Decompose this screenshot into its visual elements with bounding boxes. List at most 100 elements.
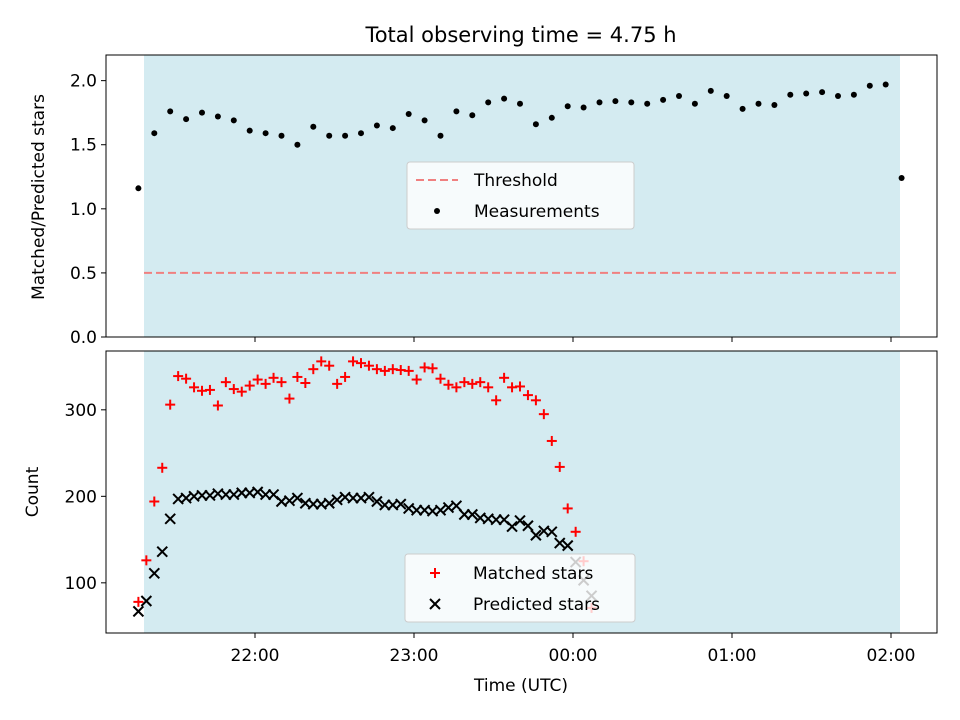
top-y-ticks: 0.0 0.5 1.0 1.5 2.0 xyxy=(70,72,106,348)
predicted-star-point xyxy=(331,494,343,506)
predicted-star-point xyxy=(132,605,145,618)
predicted-star-point xyxy=(164,513,176,525)
matched-star-point xyxy=(260,378,271,389)
predicted-star-point xyxy=(561,539,574,552)
matched-star-point xyxy=(538,409,549,420)
measurement-point xyxy=(342,132,349,139)
top-y-axis-label: Matched/Predicted stars xyxy=(29,94,49,300)
top-y-tick-label: 1.0 xyxy=(70,200,97,220)
measurement-point xyxy=(596,99,603,106)
predicted-star-point xyxy=(434,504,447,516)
predicted-star-point xyxy=(530,529,542,541)
top-axes-frame xyxy=(105,54,938,338)
matched-star-point xyxy=(435,373,446,384)
measurement-point xyxy=(453,108,460,115)
matched-star-point xyxy=(236,386,247,397)
measurement-point xyxy=(564,103,571,110)
bottom-y-tick-label: 100 xyxy=(65,574,97,594)
matched-star-point xyxy=(141,555,152,566)
matched-star-point xyxy=(252,374,263,385)
top-y-tick-label: 2.0 xyxy=(70,72,97,92)
matched-star-point xyxy=(427,363,438,374)
bottom-y-tick-label: 300 xyxy=(65,401,97,421)
measurement-point xyxy=(532,121,539,128)
measurement-point xyxy=(548,114,555,121)
measurement-point xyxy=(278,132,285,139)
measurement-point xyxy=(676,93,682,100)
measurement-point xyxy=(882,81,889,88)
top-legend-box xyxy=(406,161,635,230)
measurement-point xyxy=(389,125,396,132)
matched-star-point xyxy=(157,462,168,473)
matched-star-point xyxy=(443,379,454,390)
matched-star-point xyxy=(562,503,573,514)
measurement-point xyxy=(835,93,841,100)
predicted-star-point xyxy=(148,567,161,580)
matched-star-point xyxy=(212,400,223,411)
matched-star-point xyxy=(292,371,303,382)
matched-star-point xyxy=(149,496,160,507)
matched-star-point xyxy=(316,356,327,367)
measurement-point xyxy=(262,130,269,137)
matched-star-point xyxy=(220,377,231,388)
predicted-star-point xyxy=(251,486,264,498)
matched-star-point xyxy=(348,356,359,367)
matched-star-point xyxy=(546,435,557,446)
bottom-axes-frame xyxy=(105,350,938,634)
measurement-point xyxy=(612,98,619,105)
bottom-y-ticks: 100 200 300 xyxy=(65,401,106,594)
matched-star-point xyxy=(379,365,390,376)
matched-star-point xyxy=(467,378,478,389)
top-y-tick-label: 0.0 xyxy=(70,328,97,348)
x-tick-label: 02:00 xyxy=(867,646,916,666)
matched-star-point xyxy=(276,377,287,388)
top-legend: Threshold Measurements xyxy=(406,161,635,230)
legend-measurements-swatch xyxy=(434,208,440,214)
measurement-point xyxy=(819,89,826,96)
matched-star-point xyxy=(530,395,541,406)
predicted-star-point xyxy=(371,495,383,508)
predicted-star-point xyxy=(395,498,407,510)
measurement-point xyxy=(771,101,778,108)
legend-matched-swatch xyxy=(430,568,440,578)
matched-star-point xyxy=(189,382,200,393)
predicted-star-point xyxy=(546,526,558,538)
x-tick-label: 22:00 xyxy=(231,646,280,666)
matched-star-point xyxy=(324,360,335,371)
predicted-star-point xyxy=(140,595,153,607)
matched-stars-points xyxy=(133,356,597,613)
measurement-point xyxy=(421,117,428,124)
x-tick-label: 01:00 xyxy=(708,646,757,666)
measurement-point xyxy=(850,91,857,98)
matched-star-point xyxy=(363,360,374,371)
matched-star-point xyxy=(173,371,184,382)
predicted-stars-points xyxy=(132,486,598,618)
measurement-point xyxy=(373,122,380,129)
matched-star-point xyxy=(165,399,176,410)
measurement-point xyxy=(135,185,142,192)
matched-star-point xyxy=(356,358,366,369)
predicted-star-point xyxy=(156,545,168,558)
measurement-point xyxy=(310,123,317,130)
x-tick-label: 00:00 xyxy=(549,646,598,666)
top-y-tick-label: 1.5 xyxy=(70,136,97,156)
measurement-point xyxy=(644,100,651,107)
matched-star-point xyxy=(300,378,311,389)
matched-star-point xyxy=(340,371,351,382)
matched-star-point xyxy=(459,377,470,388)
legend-predicted-swatch xyxy=(429,598,441,610)
chart-title: Total observing time = 4.75 h xyxy=(364,23,676,47)
measurement-point xyxy=(691,100,698,107)
x-tick-label: 23:00 xyxy=(390,646,439,666)
measurement-point xyxy=(358,130,364,137)
measurement-point xyxy=(803,90,810,97)
bottom-y-axis-label: Count xyxy=(23,466,43,517)
matched-star-point xyxy=(499,372,510,383)
matched-star-point xyxy=(475,377,486,388)
measurement-point xyxy=(739,105,746,112)
measurement-point xyxy=(246,127,253,134)
measurement-point xyxy=(501,95,508,102)
measurement-point xyxy=(580,104,587,111)
bottom-legend-box xyxy=(404,553,636,623)
matched-star-point xyxy=(515,381,525,392)
